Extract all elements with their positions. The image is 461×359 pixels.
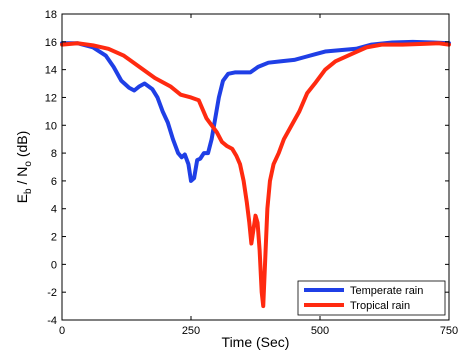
legend: Temperate rain Tropical rain [297, 280, 446, 316]
y-axis-title-sub-b: b [23, 188, 34, 194]
x-axis-title: Time (Sec) [222, 334, 290, 350]
x-tick-label: 500 [311, 325, 329, 337]
y-axis-title-sub-o: o [23, 161, 34, 167]
series-layer [60, 39, 451, 309]
legend-box [297, 280, 446, 316]
y-tick-label: 6 [51, 176, 57, 188]
series-line-tropical-rain [60, 41, 451, 309]
x-tick-label: 750 [440, 325, 458, 337]
legend-label-temperate-rain: Temperate rain [350, 285, 423, 297]
y-tick-label: -2 [47, 287, 57, 299]
series-line-temperate-rain [60, 39, 451, 183]
y-axis-title-unit: (dB) [14, 131, 30, 161]
y-tick-label: 12 [45, 92, 57, 104]
y-tick-label: 18 [45, 9, 57, 21]
y-tick-label: -4 [47, 315, 57, 327]
y-tick-label: 2 [51, 232, 57, 244]
y-tick-label: 4 [51, 204, 57, 216]
x-tick-label: 0 [59, 325, 65, 337]
y-tick-label: 0 [51, 259, 57, 271]
y-axis-title-N: / N [14, 167, 30, 189]
plot-frame [61, 13, 450, 321]
y-axis-title: Eb / No (dB) [14, 131, 34, 204]
y-tick-label: 10 [45, 120, 57, 132]
y-tick-label: 8 [51, 148, 57, 160]
x-tick-label: 250 [182, 325, 200, 337]
axes-layer: 0 250 500 750 -4 -2 0 2 4 6 8 10 12 14 16 18 [45, 9, 458, 337]
legend-label-tropical-rain: Tropical rain [350, 300, 410, 312]
y-tick-label: 16 [45, 37, 57, 49]
y-tick-label: 14 [45, 65, 57, 77]
y-axis-title-E: E [14, 194, 30, 203]
